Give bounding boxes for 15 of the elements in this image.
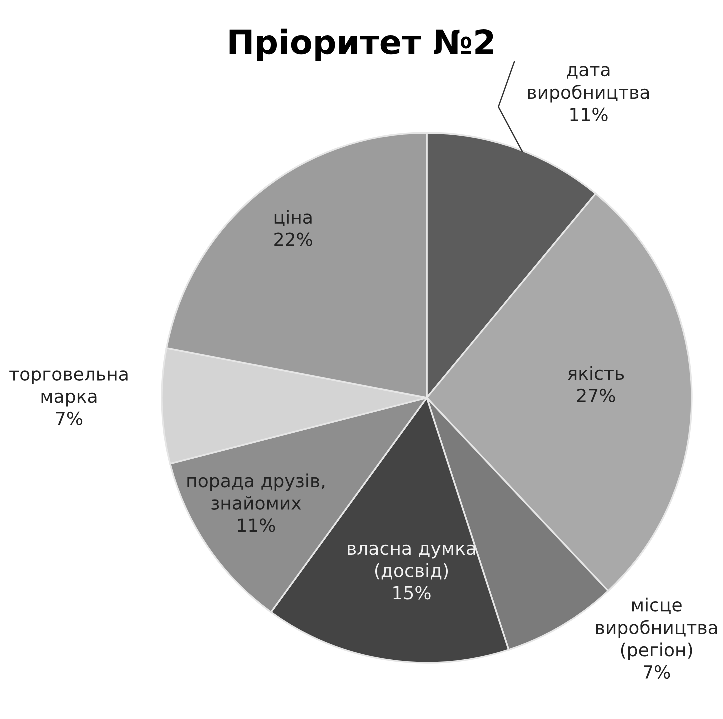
slice-label: власна думка (досвід) [348,544,476,580]
slice-label: ціна [274,210,312,226]
data-label: 27% [577,388,616,403]
data-label: 11% [570,108,608,122]
slice-label: місце виробництва (регіон) [596,598,718,660]
data-label: 22% [274,232,312,246]
data-label: 7% [644,665,670,680]
chart-title: Пріоритет №2 [230,28,494,62]
data-label: 15% [394,586,431,600]
data-label: 11% [238,518,276,532]
slice-label: дата виробництва [528,66,650,103]
data-label: 7% [56,412,83,426]
slice-label: порада друзів, знайомих [188,474,325,510]
slice-label: торговельна марка [10,370,128,407]
slice-label: якість [568,366,624,380]
